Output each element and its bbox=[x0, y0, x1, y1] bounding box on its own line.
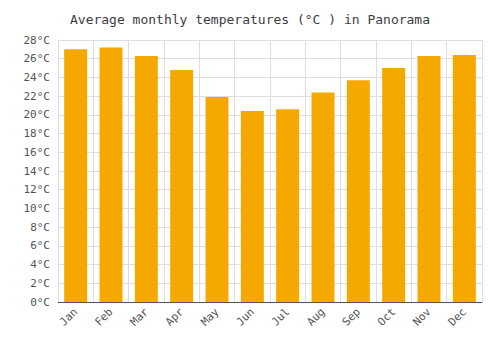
svg-text:Jun: Jun bbox=[234, 305, 257, 328]
svg-text:Mar: Mar bbox=[128, 305, 151, 328]
svg-text:26°C: 26°C bbox=[24, 52, 51, 65]
svg-text:6°C: 6°C bbox=[30, 239, 50, 252]
svg-text:12°C: 12°C bbox=[24, 183, 51, 196]
svg-text:18°C: 18°C bbox=[24, 127, 51, 140]
svg-text:28°C: 28°C bbox=[24, 34, 51, 47]
svg-text:24°C: 24°C bbox=[24, 71, 51, 84]
svg-text:0°C: 0°C bbox=[30, 296, 50, 309]
svg-text:10°C: 10°C bbox=[24, 202, 51, 215]
svg-text:2°C: 2°C bbox=[30, 277, 50, 290]
svg-text:Sep: Sep bbox=[340, 305, 363, 328]
svg-text:8°C: 8°C bbox=[30, 221, 50, 234]
svg-text:Oct: Oct bbox=[375, 305, 398, 328]
svg-text:Dec: Dec bbox=[446, 305, 469, 328]
svg-text:Aug: Aug bbox=[304, 305, 327, 328]
svg-text:Average monthly temperatures (: Average monthly temperatures (°C ) in Pa… bbox=[70, 12, 430, 27]
svg-text:Jul: Jul bbox=[269, 305, 292, 328]
svg-text:4°C: 4°C bbox=[30, 258, 50, 271]
svg-text:Apr: Apr bbox=[163, 305, 186, 328]
svg-text:May: May bbox=[198, 305, 221, 328]
svg-text:Feb: Feb bbox=[92, 305, 115, 328]
svg-text:14°C: 14°C bbox=[24, 165, 51, 178]
svg-text:Nov: Nov bbox=[410, 305, 433, 328]
svg-text:22°C: 22°C bbox=[24, 90, 51, 103]
svg-text:20°C: 20°C bbox=[24, 108, 51, 121]
svg-text:Jan: Jan bbox=[57, 305, 80, 328]
svg-text:16°C: 16°C bbox=[24, 146, 51, 159]
